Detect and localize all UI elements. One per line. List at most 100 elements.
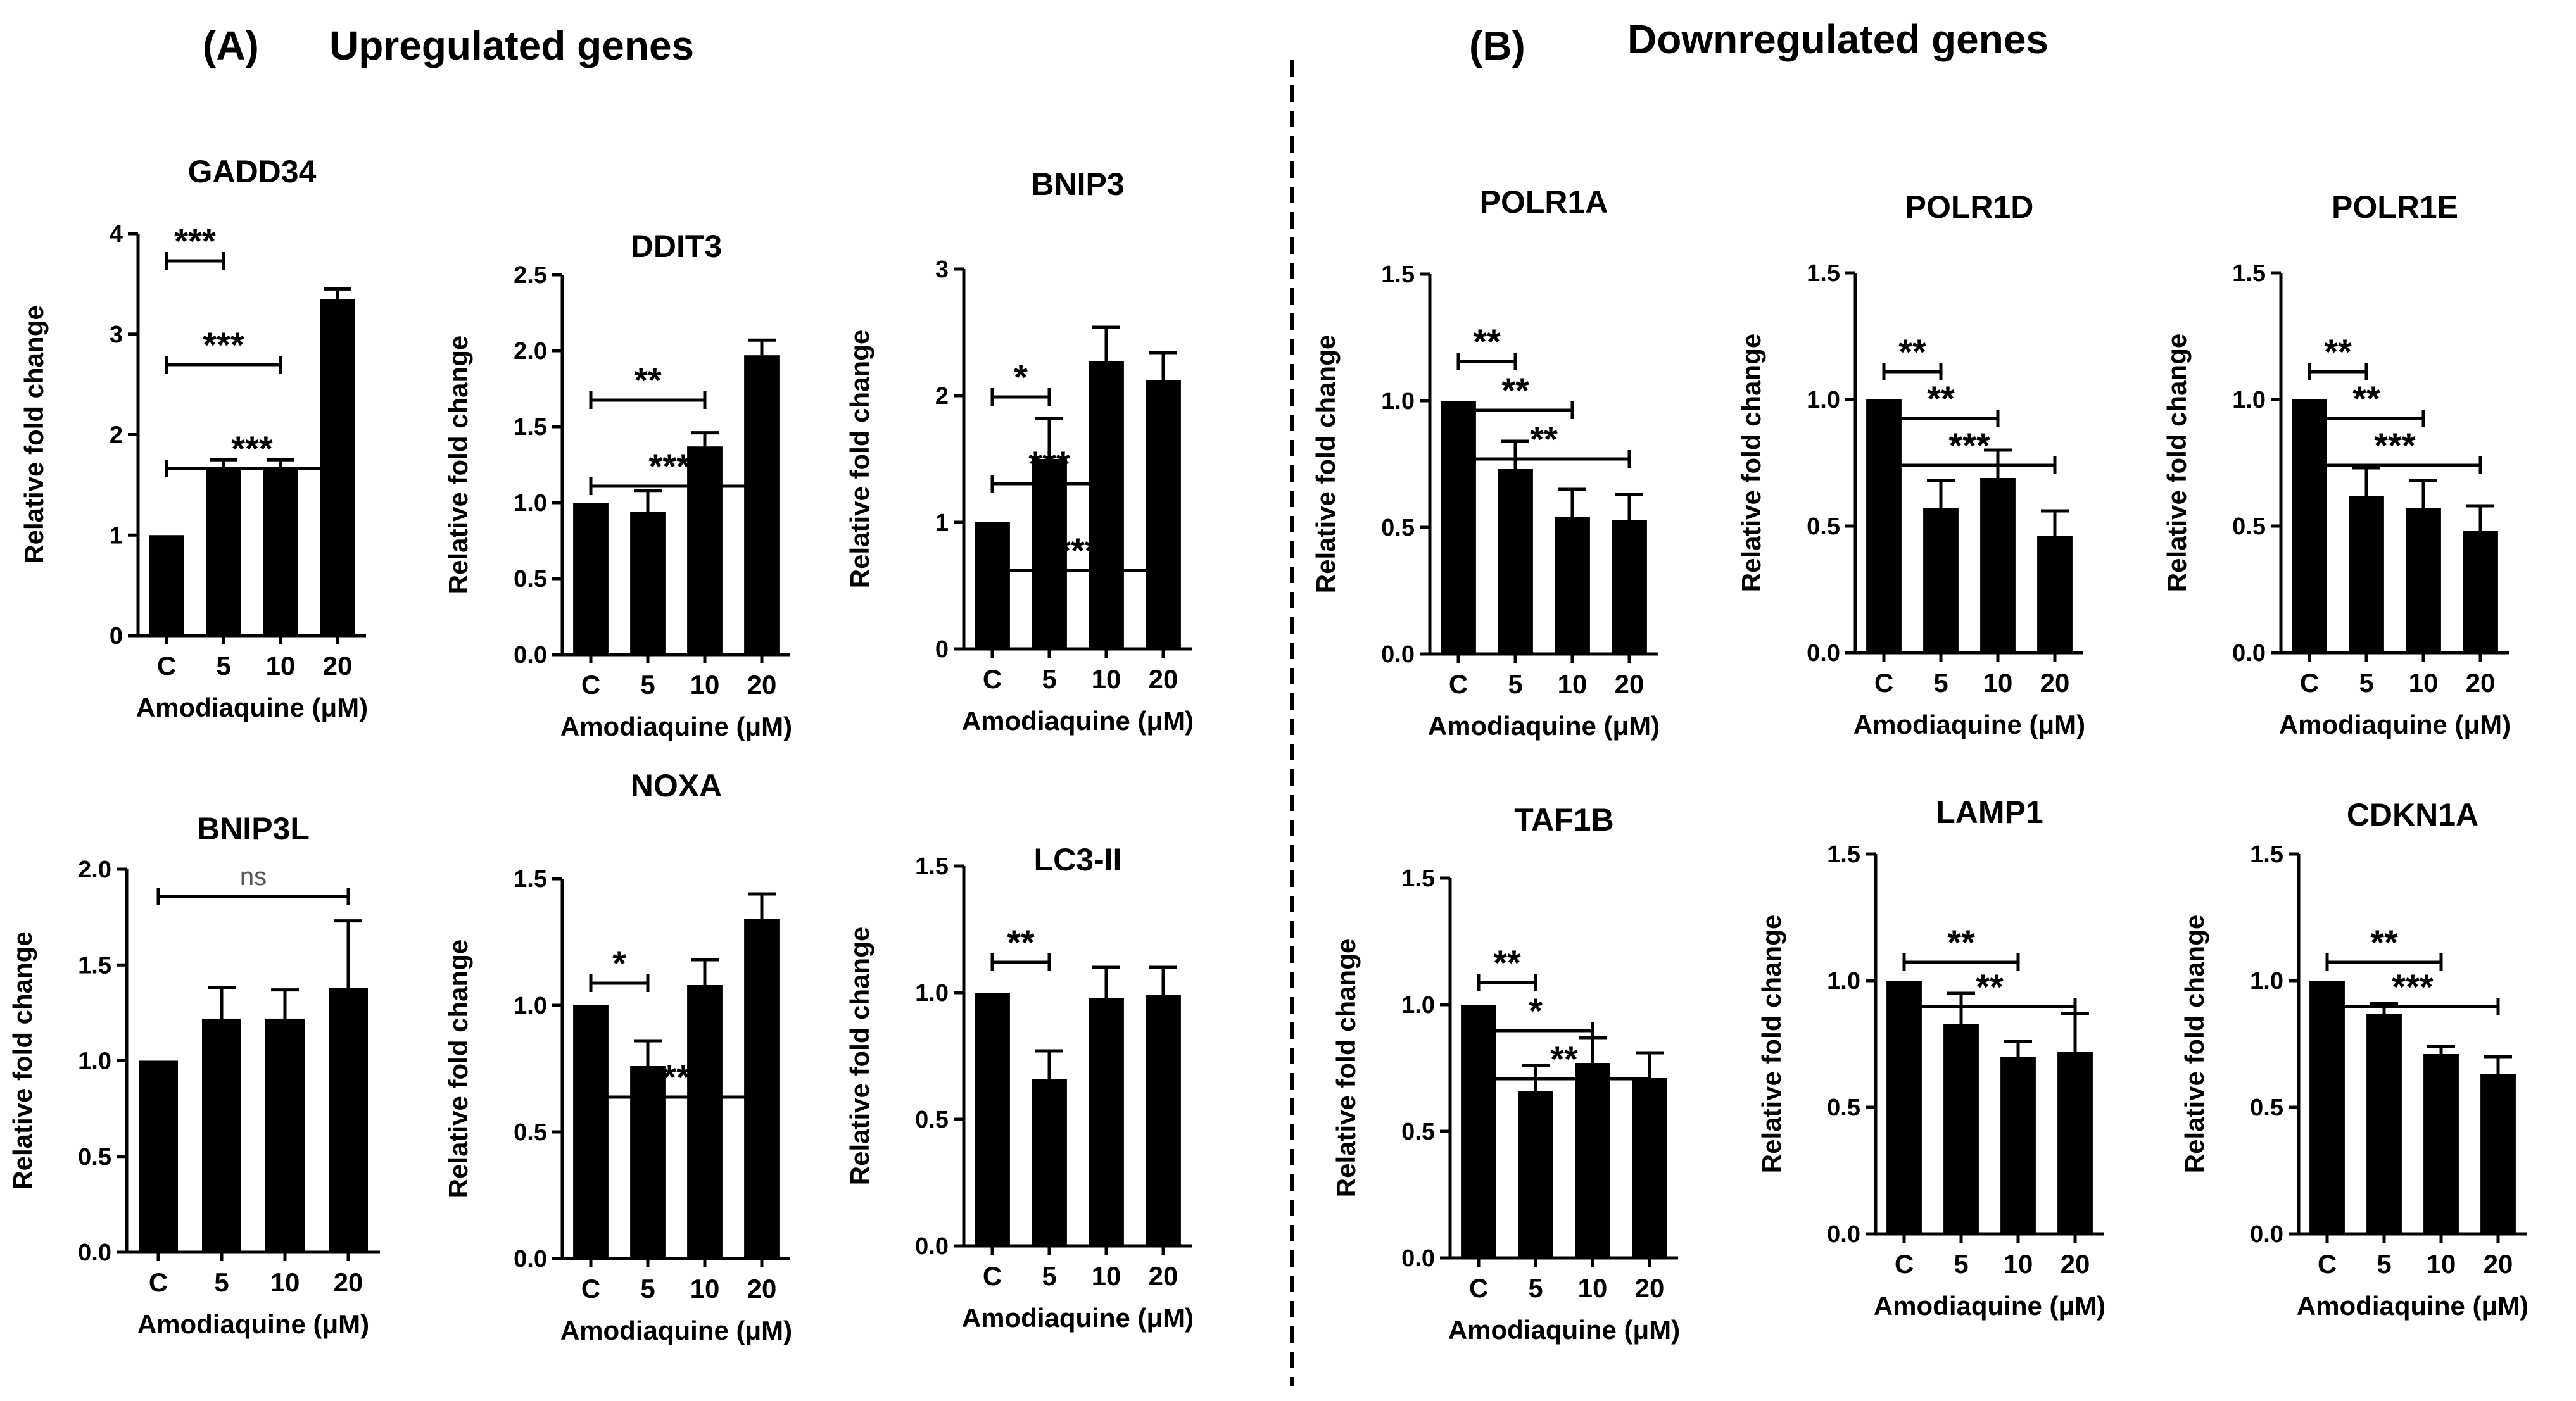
y-axis-label: Relative fold change xyxy=(2180,915,2209,1173)
x-tick-label: 20 xyxy=(2466,668,2496,698)
x-tick-label: 5 xyxy=(1954,1249,1968,1279)
y-tick-label: 0.5 xyxy=(915,1107,949,1133)
x-tick-label: C xyxy=(157,651,176,681)
y-tick-label: 1 xyxy=(935,510,949,536)
x-tick-label: C xyxy=(1895,1249,1914,1279)
y-tick-label: 2.5 xyxy=(514,262,547,289)
x-tick-label: 5 xyxy=(1528,1273,1543,1303)
significance-label: ** xyxy=(1007,922,1035,962)
x-tick-label: 10 xyxy=(270,1267,300,1297)
x-tick-label: 5 xyxy=(640,1274,655,1304)
bar xyxy=(2349,496,2384,653)
x-tick-label: 5 xyxy=(1042,664,1056,694)
significance-label: ** xyxy=(1501,370,1529,410)
chart-title: BNIP3 xyxy=(1031,166,1124,202)
chart-title: CDKN1A xyxy=(2347,797,2478,832)
bar xyxy=(1146,995,1181,1246)
x-tick-label: 10 xyxy=(1578,1273,1608,1303)
chart-title: LAMP1 xyxy=(1936,795,2043,830)
bar xyxy=(329,988,368,1252)
chart-noxa: NOXA 0.0 0.5 1.0 1.5 Relative fold change C 5 10… xyxy=(443,768,792,1345)
y-tick-label: 0.0 xyxy=(915,1233,949,1260)
x-axis-label: Amodiaquine (μM) xyxy=(1874,1291,2106,1321)
x-tick-label: C xyxy=(149,1267,168,1297)
y-tick-label: 1.5 xyxy=(2232,260,2266,287)
panel-b-label: (B) xyxy=(1469,23,1525,68)
y-axis-label: Relative fold change xyxy=(443,336,473,594)
y-tick-label: 1.0 xyxy=(1381,388,1415,415)
x-tick-label: 10 xyxy=(2409,668,2439,698)
bar xyxy=(1923,508,1959,653)
bar xyxy=(975,993,1010,1246)
y-axis-label: Relative fold change xyxy=(845,330,874,588)
bar xyxy=(1886,981,1922,1234)
bar xyxy=(1441,401,1476,654)
significance-label: ** xyxy=(2352,379,2380,418)
x-tick-label: 20 xyxy=(747,670,777,700)
panel-a-label: (A) xyxy=(203,23,259,68)
x-tick-label: 10 xyxy=(1092,1261,1121,1291)
y-tick-label: 1.0 xyxy=(514,993,547,1019)
x-tick-label: 5 xyxy=(214,1267,229,1297)
y-tick-label: 1.0 xyxy=(514,490,547,517)
chart-title: NOXA xyxy=(631,768,722,803)
y-tick-label: 0.5 xyxy=(78,1144,111,1171)
significance-label: ** xyxy=(1493,943,1521,983)
chart-polr1a: POLR1A 0.0 0.5 1.0 1.5 Relative fold change C 5… xyxy=(1311,184,1660,741)
significance-label: *** xyxy=(231,429,273,468)
y-tick-label: 2 xyxy=(935,383,949,410)
bar xyxy=(687,446,723,655)
y-tick-label: 1.5 xyxy=(78,952,111,979)
x-axis-label: Amodiaquine (μM) xyxy=(560,712,792,741)
chart-title: TAF1B xyxy=(1514,802,1613,838)
y-axis-label: Relative fold change xyxy=(1331,939,1361,1197)
significance-label: *** xyxy=(203,325,244,365)
y-axis-label: Relative fold change xyxy=(19,305,49,563)
significance-label: *** xyxy=(2392,967,2434,1007)
bar xyxy=(630,512,666,655)
x-tick-label: 5 xyxy=(1508,669,1522,699)
y-tick-label: 0 xyxy=(935,636,949,663)
significance-label: *** xyxy=(174,221,216,261)
y-axis-label: Relative fold change xyxy=(845,927,874,1185)
y-tick-label: 0.5 xyxy=(1381,515,1415,541)
y-tick-label: 1.0 xyxy=(915,980,949,1007)
bar xyxy=(1943,1024,1979,1234)
chart-title: POLR1D xyxy=(1905,189,2034,225)
y-tick-label: 0.0 xyxy=(514,642,547,669)
chart-taf1b: TAF1B 0.0 0.5 1.0 1.5 Relative fold change C 5 1… xyxy=(1331,802,1680,1345)
x-tick-label: 5 xyxy=(1042,1261,1056,1291)
significance-label: * xyxy=(1014,357,1028,397)
chart-polr1d: POLR1D 0.0 0.5 1.0 1.5 Relative fold change C 5… xyxy=(1736,189,2085,739)
bar xyxy=(2000,1057,2036,1234)
significance-label: ** xyxy=(1473,322,1501,361)
y-tick-label: 0.5 xyxy=(1401,1119,1435,1145)
significance-label: ** xyxy=(1927,379,1955,418)
y-tick-label: 0.5 xyxy=(2250,1095,2283,1121)
chart-polr1e: POLR1E 0.0 0.5 1.0 1.5 Relative fold change C 5… xyxy=(2162,189,2511,739)
chart-lc3-ii: LC3-II 0.0 0.5 1.0 1.5 Relative fold change C 5… xyxy=(845,842,1194,1333)
x-tick-label: 20 xyxy=(1149,1261,1178,1291)
y-tick-label: 0.0 xyxy=(1827,1221,1860,1248)
significance-label: ** xyxy=(1898,332,1926,372)
y-tick-label: 0.0 xyxy=(1381,641,1415,668)
bar xyxy=(1089,361,1124,649)
bar xyxy=(687,985,723,1259)
y-tick-label: 1.5 xyxy=(1807,260,1840,287)
y-tick-label: 1.0 xyxy=(78,1048,111,1075)
significance-label: ** xyxy=(1530,419,1558,459)
significance-label: ** xyxy=(1550,1039,1578,1079)
x-tick-label: C xyxy=(581,670,600,700)
y-tick-label: 2.0 xyxy=(78,857,111,883)
x-axis-label: Amodiaquine (μM) xyxy=(2279,710,2511,739)
y-tick-label: 1.5 xyxy=(1401,865,1435,892)
bar xyxy=(2057,1052,2093,1234)
x-tick-label: 20 xyxy=(1615,669,1645,699)
bar xyxy=(149,535,184,636)
bar xyxy=(139,1060,178,1252)
significance-label: *** xyxy=(1057,531,1099,570)
y-tick-label: 0.0 xyxy=(514,1246,547,1272)
y-axis-label: Relative fold change xyxy=(2162,334,2192,592)
y-tick-label: 1.5 xyxy=(1381,261,1415,288)
